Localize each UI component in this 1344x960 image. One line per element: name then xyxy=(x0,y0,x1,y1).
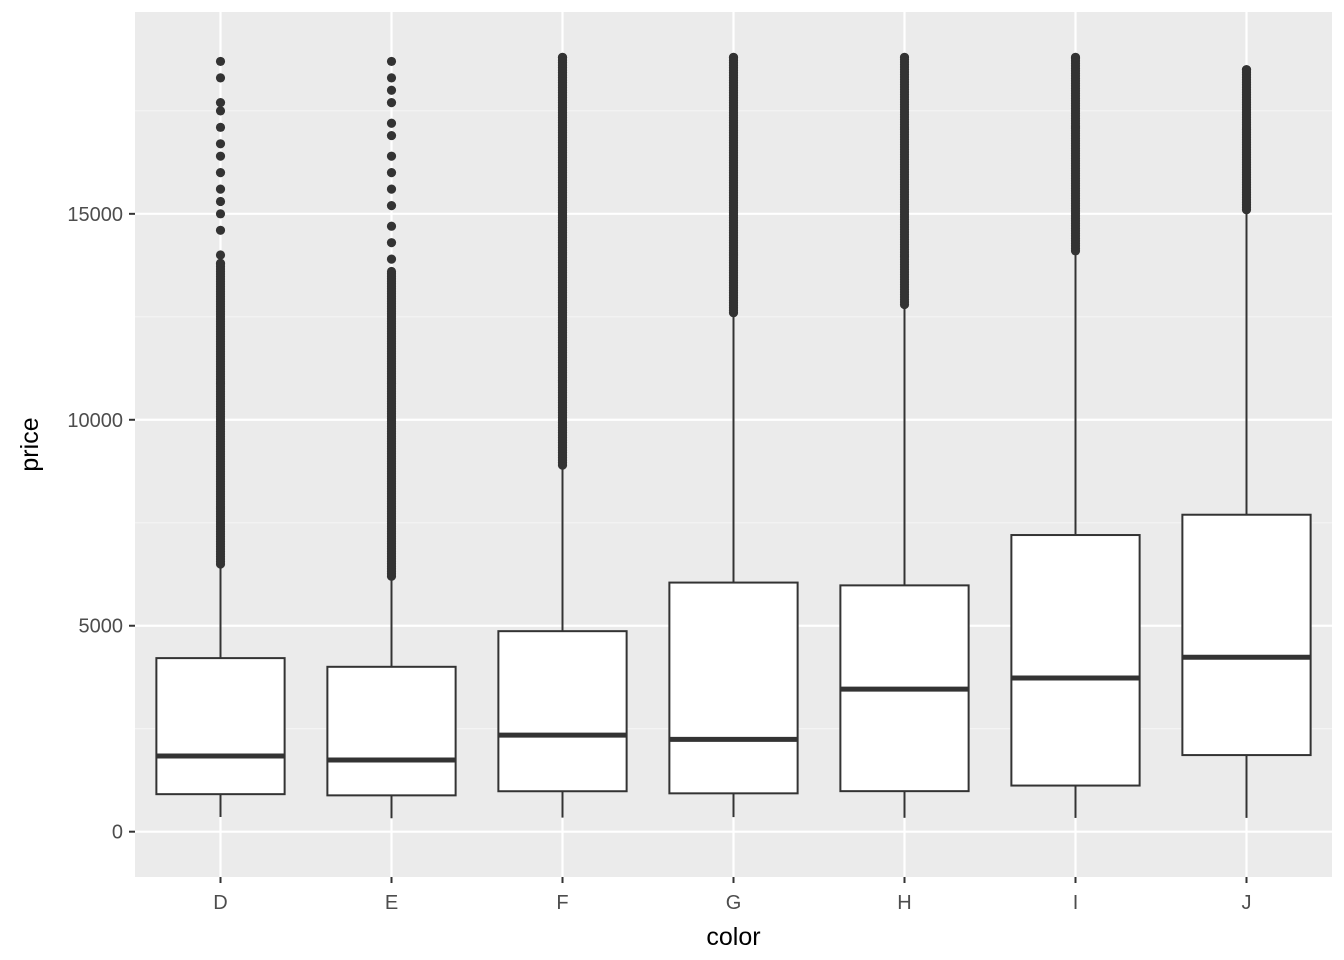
outlier-point xyxy=(215,56,226,67)
box-body xyxy=(497,630,628,793)
outlier-point xyxy=(215,168,226,178)
outlier-point xyxy=(215,258,226,268)
box-H xyxy=(839,270,970,818)
x-tick-label: E xyxy=(385,892,398,914)
box-body xyxy=(668,581,799,795)
outlier-point xyxy=(215,151,226,161)
box-J xyxy=(1181,111,1312,818)
box-E xyxy=(326,465,457,819)
outlier-point xyxy=(386,151,397,161)
boxes-layer xyxy=(155,111,1312,819)
outlier-point xyxy=(215,98,226,108)
y-axis: 0 5000 10000 15000 xyxy=(67,204,135,844)
outlier-point xyxy=(1070,52,1081,62)
y-tick-label: 10000 xyxy=(67,410,123,432)
outliers-D xyxy=(215,56,226,569)
outlier-point xyxy=(215,225,226,235)
outlier-point xyxy=(386,221,397,231)
outliers-J xyxy=(1241,65,1252,215)
outlier-point xyxy=(215,209,226,219)
box-D xyxy=(155,454,286,817)
x-tick-label: J xyxy=(1242,892,1252,914)
x-axis: D E F G H I J xyxy=(213,877,1252,914)
outliers-G xyxy=(728,52,739,318)
outlier-point xyxy=(386,168,397,178)
outlier-point xyxy=(728,52,739,62)
outlier-point xyxy=(386,266,397,277)
outlier-point xyxy=(215,139,226,149)
outlier-point xyxy=(899,52,910,62)
box-F xyxy=(497,392,628,818)
outlier-point xyxy=(215,250,226,260)
y-tick-label: 5000 xyxy=(79,616,124,638)
box-body xyxy=(326,665,457,797)
box-body xyxy=(1181,513,1312,757)
outlier-point xyxy=(215,196,226,207)
outlier-point xyxy=(386,184,397,194)
outlier-point xyxy=(215,184,226,194)
outliers-E xyxy=(386,56,397,581)
outliers-layer xyxy=(215,52,1252,581)
box-G xyxy=(668,264,799,818)
outliers-I xyxy=(1070,52,1081,256)
outliers-H xyxy=(899,52,910,310)
outliers-F xyxy=(557,52,568,470)
outlier-point xyxy=(215,73,226,83)
outlier-point xyxy=(215,106,226,116)
outlier-point xyxy=(386,238,397,248)
box-I xyxy=(1010,159,1141,818)
outlier-point xyxy=(557,52,568,62)
x-axis-title: color xyxy=(706,923,760,951)
outlier-point xyxy=(1241,65,1252,75)
y-tick-label: 0 xyxy=(112,822,123,844)
box-body xyxy=(155,657,286,796)
y-axis-title: price xyxy=(16,417,44,471)
x-tick-label: F xyxy=(556,892,568,914)
outlier-point xyxy=(386,118,397,128)
box-body xyxy=(1010,534,1141,787)
outlier-point xyxy=(386,130,397,141)
outlier-point xyxy=(386,85,397,95)
x-tick-label: G xyxy=(726,892,742,914)
x-tick-label: I xyxy=(1073,892,1079,914)
y-tick-label: 15000 xyxy=(67,204,123,226)
outlier-point xyxy=(386,73,397,83)
outlier-point xyxy=(386,254,397,264)
outlier-point xyxy=(386,200,397,211)
x-tick-label: H xyxy=(897,892,911,914)
outlier-point xyxy=(386,98,397,108)
x-tick-label: D xyxy=(213,892,227,914)
outlier-point xyxy=(386,56,397,67)
outlier-point xyxy=(215,122,226,132)
